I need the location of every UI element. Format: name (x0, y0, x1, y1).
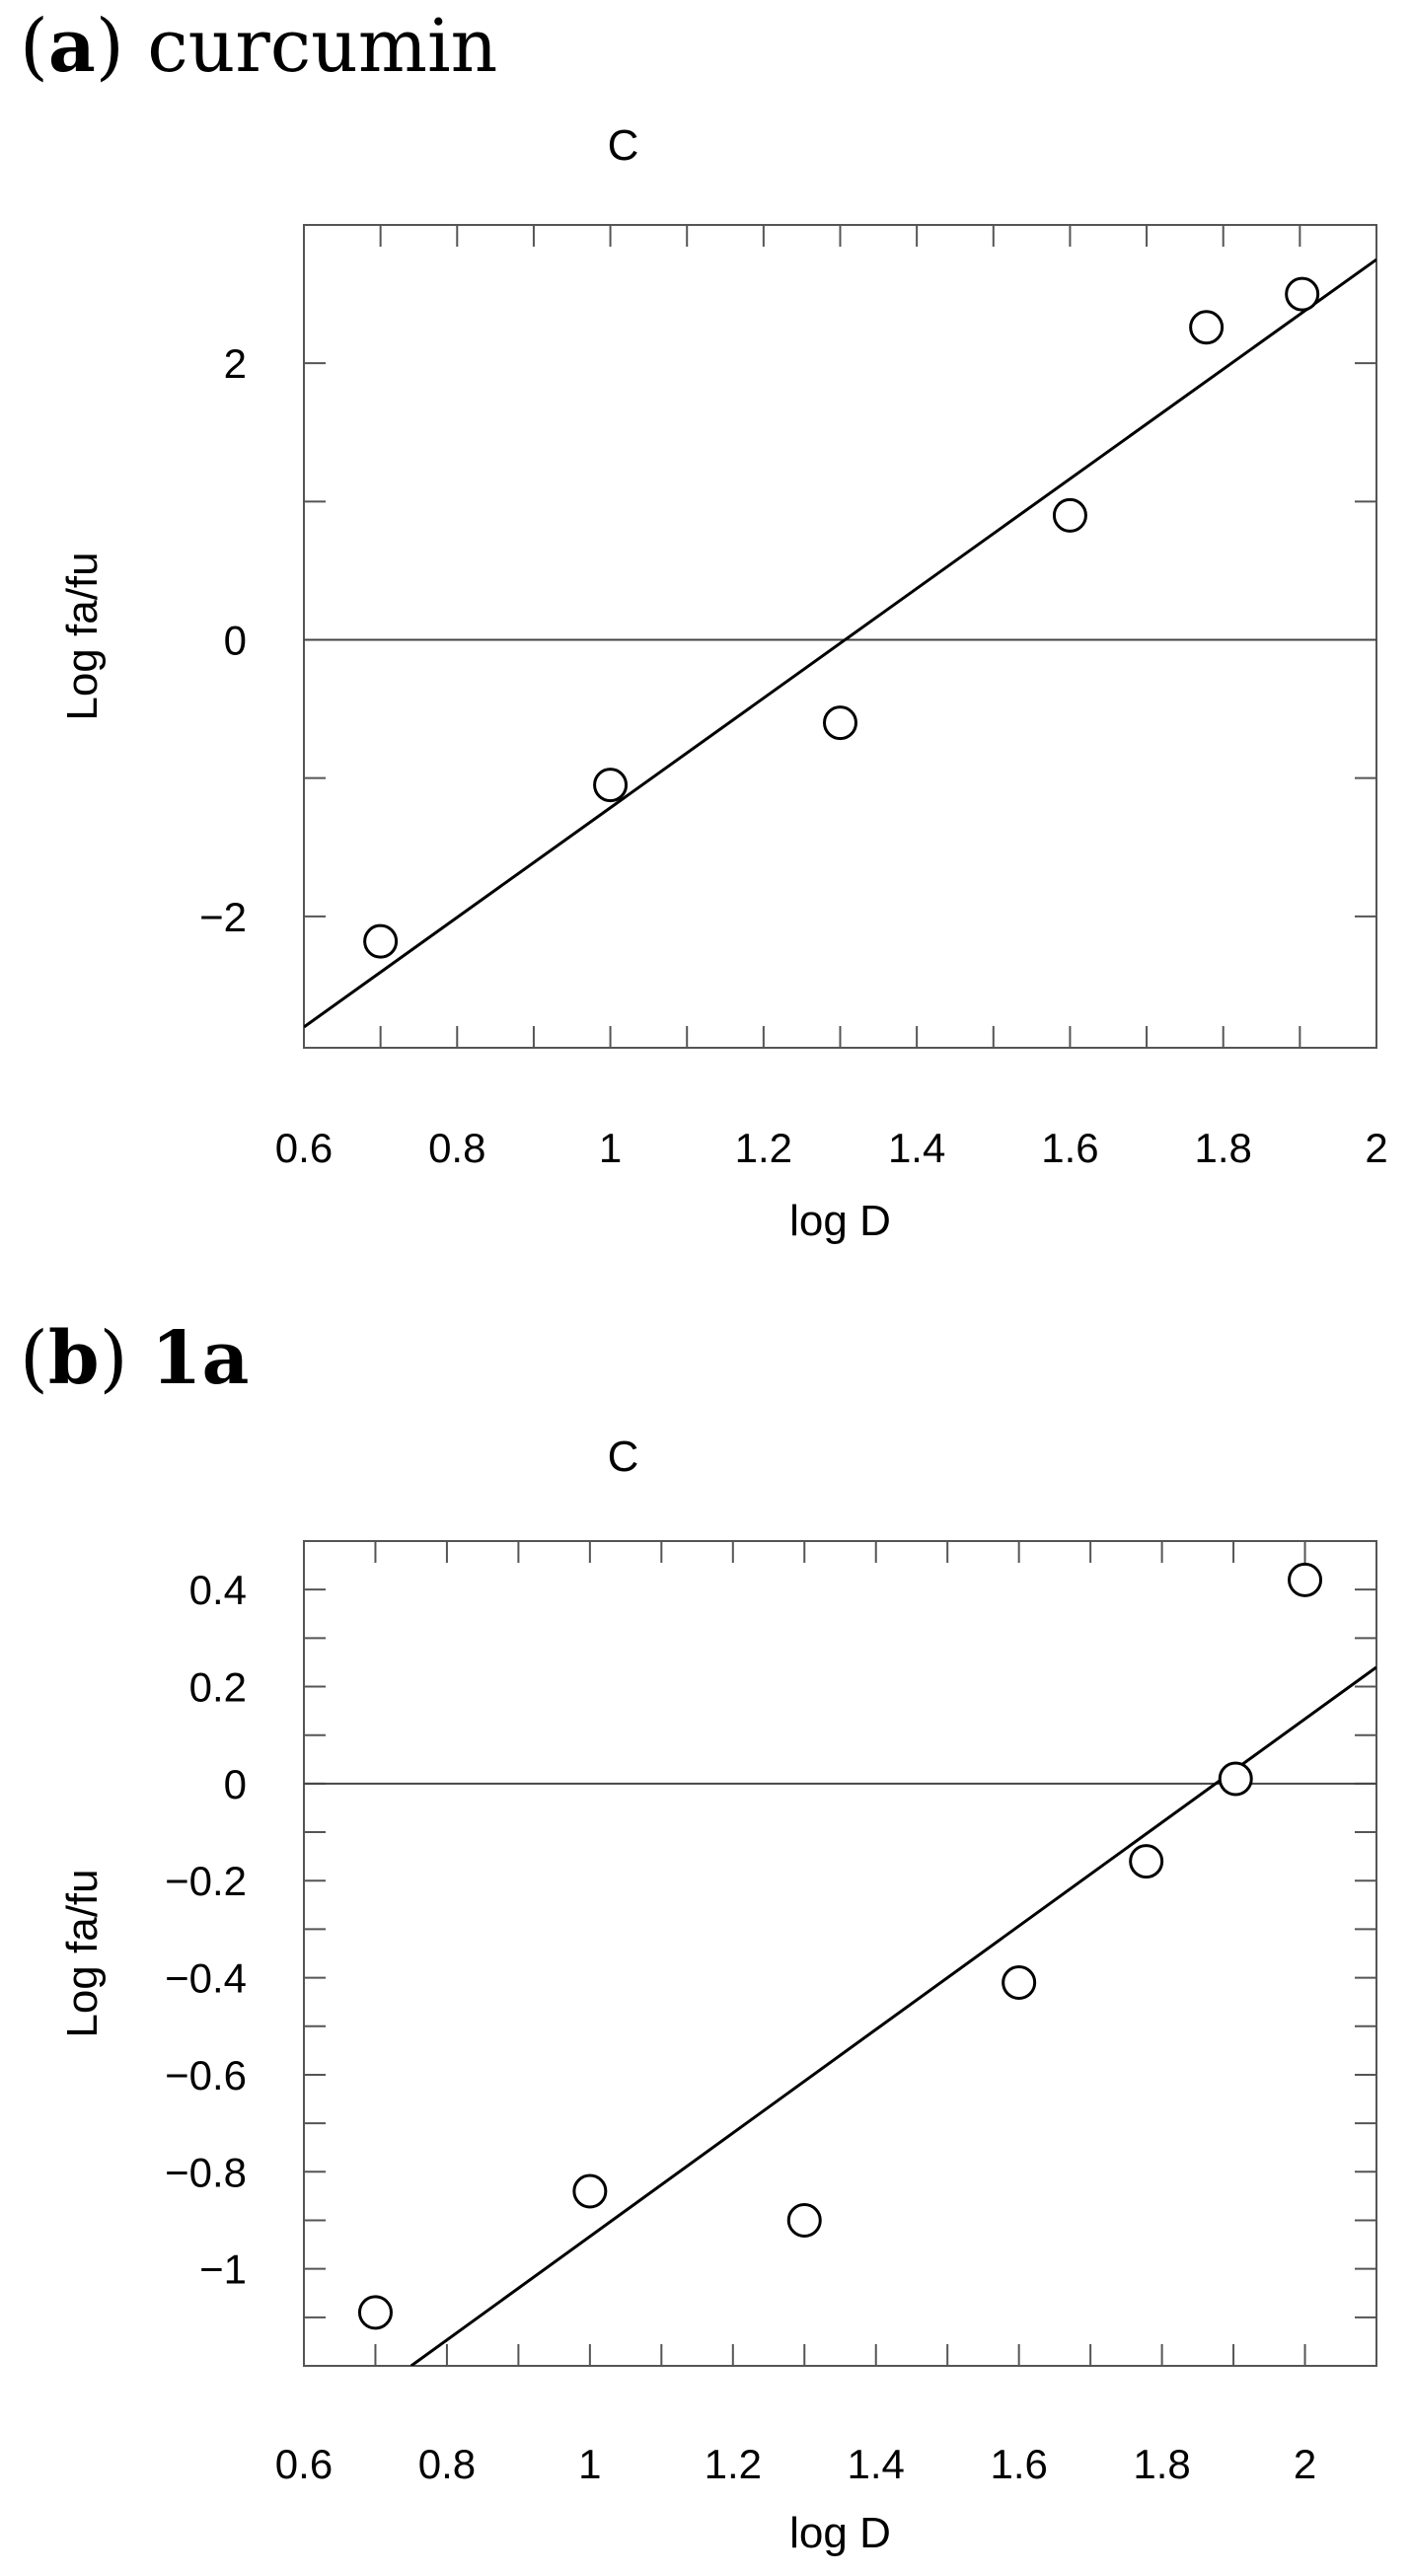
x-tick-label: 1 (599, 1125, 622, 1171)
y-tick-label: 0.4 (189, 1567, 247, 1613)
y-tick-label: 0.2 (189, 1664, 247, 1711)
panel-a-letter: a (47, 4, 96, 89)
panel-b-title: (b) 1a (20, 1316, 250, 1401)
panel-b-letter: b (47, 1316, 100, 1401)
y-tick-label: 0 (224, 618, 247, 664)
chart-title: C (608, 1433, 639, 1481)
y-tick-label: −0.8 (165, 2149, 247, 2195)
x-tick-label: 1.4 (848, 2441, 905, 2487)
data-point (593, 768, 629, 803)
fit-line (409, 1665, 1376, 2366)
plot-frame (303, 224, 1377, 1049)
y-tick-label: −1 (199, 2246, 247, 2293)
y-tick-label: −0.2 (165, 1858, 247, 1904)
x-axis-label: log D (789, 2509, 891, 2557)
chart-b: 0.6 0.8 1 1.2 1.4 1.6 1.8 2 −1 −0.8 −0.6 −0.4 −0.2 0 0… (58, 1433, 1377, 2557)
x-tick-label: 0.8 (428, 1125, 485, 1171)
y-tick-label: −0.4 (165, 1955, 247, 2002)
data-point (786, 2202, 822, 2238)
x-tick-label: 1.8 (1195, 1125, 1252, 1171)
data-point (1002, 1965, 1037, 2001)
y-tick-label: −0.6 (165, 2052, 247, 2098)
y-tick-label: −2 (199, 894, 247, 940)
x-tick-label: 0.6 (275, 1125, 333, 1171)
data-point (1129, 1844, 1164, 1879)
x-tick-label: 0.6 (275, 2441, 333, 2487)
x-tick-label: 1.6 (1041, 1125, 1098, 1171)
chart-title: C (608, 121, 639, 170)
data-point (823, 705, 857, 741)
plot-frame (303, 1540, 1377, 2367)
y-axis-label: Log fa/fu (58, 552, 107, 720)
panel-a-name: curcumin (147, 4, 498, 89)
data-point (1288, 1562, 1323, 1597)
data-point (1218, 1761, 1253, 1797)
x-tick-label: 2 (1294, 2441, 1316, 2487)
y-axis-label: Log fa/fu (58, 1869, 107, 2037)
x-tick-label: 1.6 (990, 2441, 1047, 2487)
x-tick-label: 2 (1365, 1125, 1387, 1171)
data-point (357, 2295, 393, 2330)
x-tick-label: 1.4 (888, 1125, 945, 1171)
x-tick-label: 1 (578, 2441, 601, 2487)
data-point (1285, 276, 1320, 312)
y-tick-label: 0 (224, 1761, 247, 1807)
x-tick-label: 1.8 (1133, 2441, 1190, 2487)
data-point (1189, 310, 1225, 345)
y-tick-label: 2 (224, 340, 247, 387)
fit-line (304, 258, 1376, 1029)
panel-b-name: 1a (151, 1316, 250, 1401)
x-tick-label: 0.8 (418, 2441, 476, 2487)
data-point (1052, 497, 1087, 533)
panel-a-title: (a) curcumin (20, 4, 498, 89)
x-axis-label: log D (789, 1197, 891, 1245)
data-point (363, 923, 399, 959)
x-tick-label: 1.2 (705, 2441, 762, 2487)
x-tick-label: 1.2 (735, 1125, 792, 1171)
data-point (572, 2173, 608, 2209)
